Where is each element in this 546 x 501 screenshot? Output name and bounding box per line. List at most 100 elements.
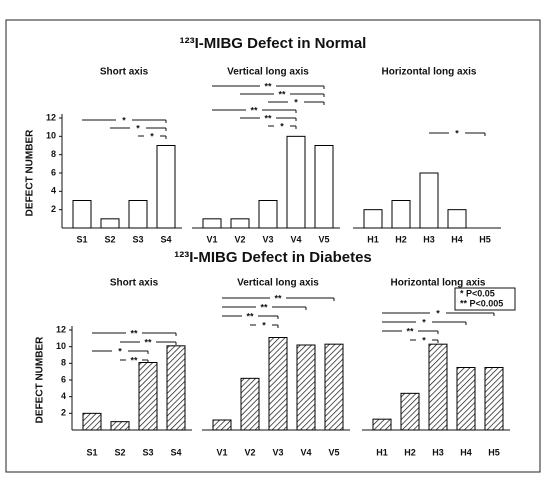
y-tick-label: 10	[46, 131, 56, 141]
group-title: Horizontal long axis	[390, 278, 485, 289]
group-title: Short axis	[100, 67, 149, 78]
bar	[484, 367, 504, 431]
y-tick-label: 12	[46, 112, 56, 122]
bar	[138, 362, 158, 431]
y-tick-label: 6	[51, 167, 56, 177]
bar	[400, 392, 420, 431]
group-title: Horizontal long axis	[381, 67, 476, 78]
significance-label: *	[280, 121, 284, 131]
x-tick-label: V5	[328, 447, 339, 457]
bar	[324, 343, 344, 431]
significance-label: **	[406, 326, 414, 336]
x-tick-label: H1	[367, 234, 379, 244]
legend-box	[454, 287, 516, 311]
significance-label: *	[422, 317, 426, 327]
bar	[72, 200, 92, 229]
x-tick-label: S3	[142, 447, 153, 457]
bar	[296, 344, 316, 431]
x-tick-label: S1	[86, 447, 97, 457]
y-tick-label: 2	[51, 204, 56, 214]
bar	[156, 145, 176, 229]
chart-title: ¹²³I-MIBG Defect in Diabetes	[174, 249, 372, 266]
bar	[314, 145, 334, 229]
x-tick-label: S4	[170, 447, 181, 457]
significance-label: **	[130, 328, 138, 338]
bar	[258, 200, 278, 229]
x-tick-label: V5	[318, 234, 329, 244]
group-title: Short axis	[110, 278, 159, 289]
x-tick-label: S2	[104, 234, 115, 244]
y-axis-label: DEFECT NUMBER	[25, 129, 36, 216]
bar	[240, 377, 260, 431]
x-tick-label: H5	[479, 234, 491, 244]
significance-label: **	[144, 337, 152, 347]
x-tick-label: S4	[160, 234, 171, 244]
x-tick-label: H4	[451, 234, 463, 244]
significance-label: **	[250, 105, 258, 115]
group-title: Vertical long axis	[227, 67, 309, 78]
bar	[428, 343, 448, 431]
significance-label: *	[294, 97, 298, 107]
significance-label: *	[455, 128, 459, 138]
x-tick-label: H2	[404, 447, 416, 457]
bar	[286, 135, 306, 229]
significance-label: *	[118, 346, 122, 356]
y-tick-label: 8	[61, 358, 66, 368]
x-tick-label: H4	[460, 447, 472, 457]
bar	[100, 218, 120, 229]
bar	[363, 209, 383, 229]
bar	[202, 218, 222, 229]
bar	[372, 418, 392, 431]
bar	[447, 209, 467, 229]
bar	[391, 200, 411, 229]
x-tick-label: V1	[216, 447, 227, 457]
x-tick-label: V1	[206, 234, 217, 244]
y-axis-label: DEFECT NUMBER	[35, 336, 46, 423]
y-tick-label: 6	[61, 374, 66, 384]
y-tick-label: 2	[61, 408, 66, 418]
significance-label: *	[122, 115, 126, 125]
x-tick-label: H3	[432, 447, 444, 457]
x-tick-label: S2	[114, 447, 125, 457]
x-tick-label: H3	[423, 234, 435, 244]
y-tick-label: 8	[51, 149, 56, 159]
y-tick-label: 4	[51, 186, 56, 196]
bar	[82, 412, 102, 431]
x-tick-label: H2	[395, 234, 407, 244]
legend-entry: ** P<0.005	[460, 298, 503, 308]
x-tick-label: V2	[234, 234, 245, 244]
bar	[456, 367, 476, 431]
x-tick-label: V3	[272, 447, 283, 457]
x-tick-label: S1	[76, 234, 87, 244]
x-tick-label: H1	[376, 447, 388, 457]
bar	[110, 421, 130, 431]
x-tick-label: V3	[262, 234, 273, 244]
x-tick-label: S3	[132, 234, 143, 244]
significance-label: **	[278, 89, 286, 99]
significance-label: **	[264, 81, 272, 91]
chart-title: ¹²³I-MIBG Defect in Normal	[180, 35, 367, 52]
bar	[268, 337, 288, 431]
x-tick-label: H5	[488, 447, 500, 457]
significance-label: *	[422, 335, 426, 345]
significance-label: *	[436, 308, 440, 318]
y-tick-label: 4	[61, 391, 66, 401]
significance-label: **	[246, 311, 254, 321]
bar	[419, 172, 439, 229]
significance-label: **	[264, 113, 272, 123]
x-tick-label: V4	[290, 234, 301, 244]
bar	[230, 218, 250, 229]
x-tick-label: V2	[244, 447, 255, 457]
significance-label: **	[274, 293, 282, 303]
group-title: Vertical long axis	[237, 278, 319, 289]
bar	[212, 419, 232, 431]
bar	[166, 345, 186, 431]
bar	[128, 200, 148, 229]
frame	[5, 19, 541, 473]
significance-label: **	[260, 302, 268, 312]
significance-label: **	[130, 355, 138, 365]
y-tick-label: 12	[56, 324, 66, 334]
x-tick-label: V4	[300, 447, 311, 457]
significance-label: *	[136, 123, 140, 133]
